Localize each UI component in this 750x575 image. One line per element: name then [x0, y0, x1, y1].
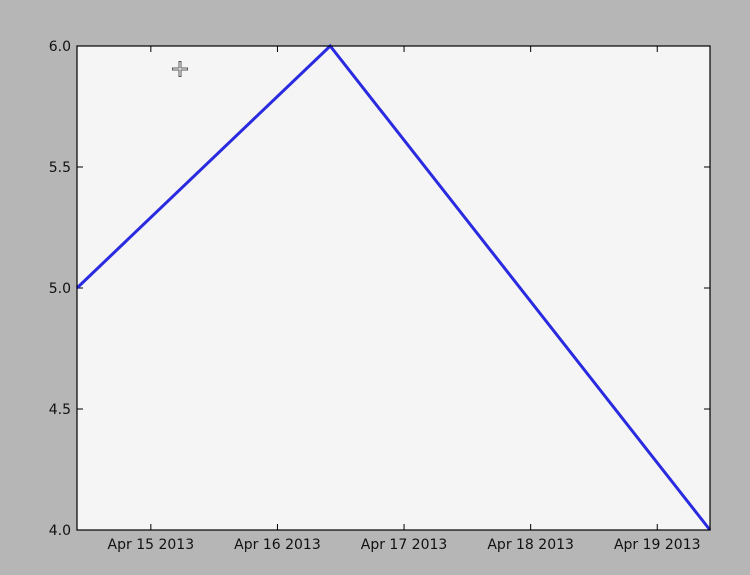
x-tick-label: Apr 19 2013	[614, 537, 701, 553]
x-tick-label: Apr 17 2013	[361, 537, 448, 553]
move-cursor-icon	[172, 61, 188, 77]
x-axis: Apr 15 2013 Apr 16 2013 Apr 17 2013 Apr 18 …	[108, 46, 701, 553]
y-tick-label: 4.5	[49, 402, 71, 418]
x-tick-label: Apr 15 2013	[108, 537, 195, 553]
y-tick-label: 4.0	[49, 523, 71, 539]
y-tick-label: 5.5	[49, 160, 71, 176]
y-tick-label: 6.0	[49, 39, 71, 55]
x-tick-label: Apr 16 2013	[234, 537, 321, 553]
y-tick-label: 5.0	[49, 281, 71, 297]
plot-area	[77, 46, 710, 530]
axes-frame	[76, 45, 711, 531]
y-axis: 4.0 4.5 5.0 5.5 6.0	[49, 39, 710, 539]
x-tick-label: Apr 18 2013	[487, 537, 574, 553]
